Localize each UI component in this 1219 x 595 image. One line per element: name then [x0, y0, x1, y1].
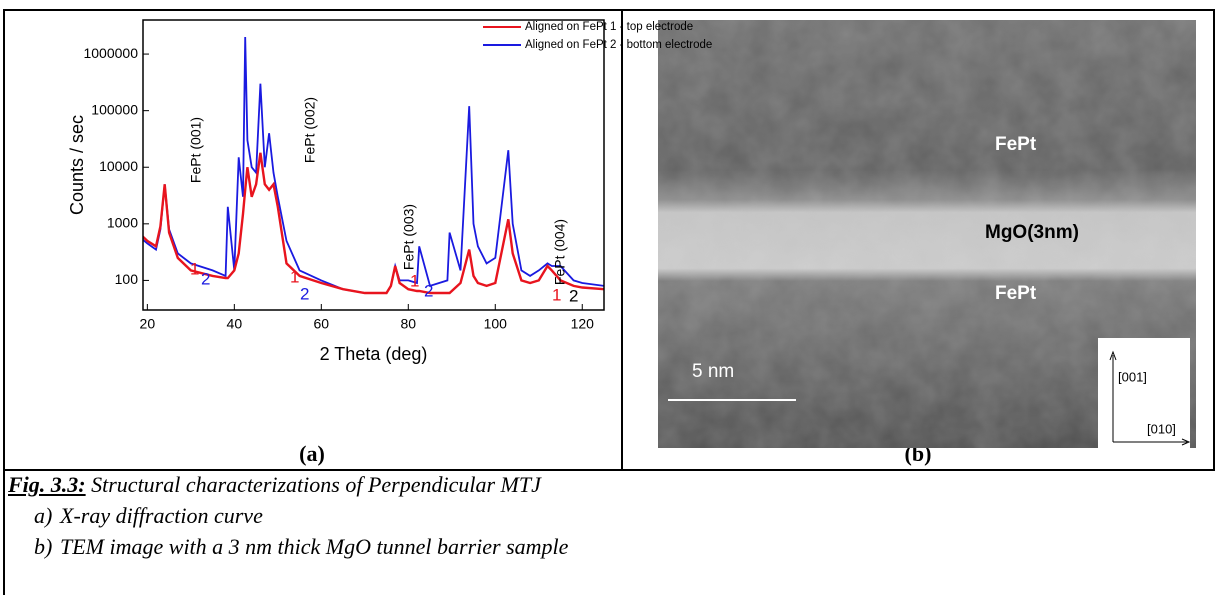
- x-tick-label: 60: [314, 316, 330, 332]
- caption-item: a) X-ray diffraction curve: [34, 503, 263, 529]
- peak-label: 2: [424, 281, 433, 300]
- layer-label: FePt: [995, 134, 1037, 155]
- frame: [3, 9, 1215, 595]
- item-text: X-ray diffraction curve: [60, 503, 263, 528]
- plot-frame: [142, 19, 605, 311]
- peak-annotation: FePt (002): [302, 97, 318, 163]
- caption-title: Fig. 3.3: Structural characterizations o…: [8, 472, 541, 498]
- x-tick-label: 120: [571, 316, 595, 332]
- caption-text: Structural characterizations of Perpendi…: [91, 472, 541, 497]
- data-line: [143, 152, 604, 295]
- axis-label: [001]: [1118, 369, 1147, 384]
- peak-annotation: FePt (001): [188, 117, 204, 183]
- panel-label: (a): [299, 441, 325, 466]
- y-tick-label: 1000: [107, 215, 138, 231]
- y-tick-label: 1000000: [83, 45, 138, 61]
- peak-annotation: FePt (003): [401, 204, 417, 270]
- peak-annotation: FePt (004): [552, 219, 568, 285]
- layer-label: FePt: [995, 283, 1037, 304]
- chart: 20 40 60 80 100 120 100 1000 10000 100000 1000000 2…: [67, 19, 712, 364]
- layer-label: MgO(3nm): [985, 222, 1079, 243]
- peak-label: 1: [410, 271, 419, 290]
- x-axis-title: 2 Theta (deg): [320, 344, 428, 364]
- caption-item: b) TEM image with a 3 nm thick MgO tunnel…: [34, 534, 568, 560]
- x-tick-label: 40: [227, 316, 243, 332]
- x-tick-label: 100: [484, 316, 508, 332]
- item-marker: b): [34, 534, 53, 559]
- y-tick-label: 10000: [99, 158, 138, 174]
- axis-label: [010]: [1147, 421, 1176, 436]
- peak-label: 1: [290, 267, 299, 286]
- scale-bar-label: 5 nm: [692, 361, 734, 382]
- x-tick-label: 80: [401, 316, 417, 332]
- item-text: TEM image with a 3 nm thick MgO tunnel b…: [60, 534, 569, 559]
- y-axis-title: Counts / sec: [67, 115, 87, 215]
- legend-label: Aligned on FePt 2 - bottom electrode: [525, 39, 712, 51]
- y-tick-label: 100: [115, 271, 139, 287]
- item-marker: a): [34, 503, 53, 528]
- x-tick-label: 20: [140, 316, 156, 332]
- peak-label: 1: [190, 259, 199, 278]
- y-tick-label: 100000: [91, 101, 138, 117]
- peak-label: 1: [552, 285, 561, 304]
- tem-image: FePt MgO(3nm) FePt 5 nm [001] [010]: [658, 20, 1196, 448]
- peak-label: 2: [569, 286, 578, 305]
- legend-label: Aligned on FePt 1 - top electrode: [525, 21, 693, 33]
- axes-arrows: [1109, 350, 1191, 446]
- data-line: [143, 36, 604, 294]
- peak-label: 2: [300, 284, 309, 303]
- figure-number: Fig. 3.3:: [8, 472, 86, 497]
- peak-label: 2: [201, 269, 210, 288]
